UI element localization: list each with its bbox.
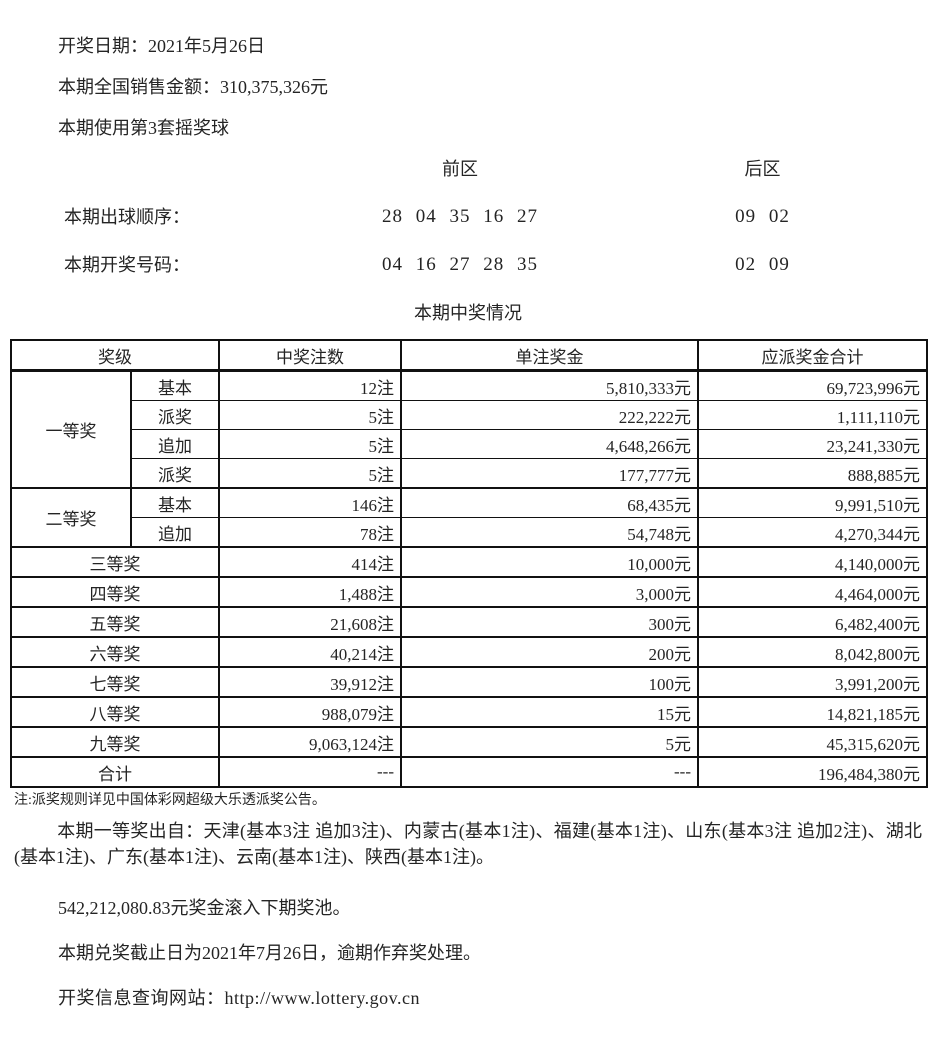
count-cell: --- xyxy=(218,756,401,787)
draw-order-front-numbers: 28 04 35 16 27 xyxy=(382,206,538,227)
prize-level-cell: 七等奖 xyxy=(10,666,219,697)
total-prize-cell: 23,241,330元 xyxy=(697,429,927,459)
prize-subtype-cell: 追加 xyxy=(130,517,219,547)
table-row: 六等奖 40,214注 200元 8,042,800元 xyxy=(10,636,927,667)
table-row: 九等奖 9,063,124注 5元 45,315,620元 xyxy=(10,726,927,757)
table-row: 四等奖 1,488注 3,000元 4,464,000元 xyxy=(10,576,927,607)
rollover-line: 542,212,080.83元奖金滚入下期奖池。 xyxy=(58,898,351,918)
single-prize-cell: 100元 xyxy=(400,666,698,697)
single-prize-cell: 200元 xyxy=(400,636,698,667)
winning-numbers-back: 02 09 xyxy=(735,254,790,275)
prize-level-cell: 二等奖 xyxy=(10,487,131,547)
prize-level-cell: 九等奖 xyxy=(10,726,219,757)
header-winning-count: 中奖注数 xyxy=(218,340,401,371)
header-single-prize: 单注奖金 xyxy=(400,340,698,371)
count-cell: 9,063,124注 xyxy=(218,726,401,757)
table-row: 三等奖 414注 10,000元 4,140,000元 xyxy=(10,546,927,577)
total-prize-cell: 69,723,996元 xyxy=(697,369,927,401)
total-prize-cell: 4,140,000元 xyxy=(697,546,927,577)
total-prize-cell: 8,042,800元 xyxy=(697,636,927,667)
single-prize-cell: 4,648,266元 xyxy=(400,429,698,459)
count-cell: 1,488注 xyxy=(218,576,401,607)
ball-set-line: 本期使用第3套摇奖球 xyxy=(58,118,229,138)
prize-table-title: 本期中奖情况 xyxy=(414,303,522,323)
prize-level-cell: 八等奖 xyxy=(10,696,219,727)
single-prize-cell: 5元 xyxy=(400,726,698,757)
prize-table: 奖级 中奖注数 单注奖金 应派奖金合计 一等奖 基本 12注 5,810,333… xyxy=(10,339,928,788)
draw-date-line: 开奖日期：2021年5月26日 xyxy=(58,36,265,56)
count-cell: 414注 xyxy=(218,546,401,577)
prize-subtype-cell: 派奖 xyxy=(130,400,219,430)
single-prize-cell: 3,000元 xyxy=(400,576,698,607)
prize-subtype-cell: 派奖 xyxy=(130,458,219,488)
prize-level-cell: 五等奖 xyxy=(10,606,219,637)
prize-subtype-cell: 基本 xyxy=(130,369,219,401)
count-cell: 39,912注 xyxy=(218,666,401,697)
count-cell: 146注 xyxy=(218,487,401,518)
first-prize-sources-paragraph: 本期一等奖出自：天津(基本3注 追加3注)、内蒙古(基本1注)、福建(基本1注)… xyxy=(14,821,922,867)
front-zone-label: 前区 xyxy=(442,159,478,179)
table-row: 追加 5注 4,648,266元 23,241,330元 xyxy=(11,429,927,459)
table-row: 派奖 5注 177,777元 888,885元 xyxy=(11,458,927,488)
total-prize-cell: 196,484,380元 xyxy=(697,756,927,787)
single-prize-cell: 5,810,333元 xyxy=(400,369,698,401)
table-row: 八等奖 988,079注 15元 14,821,185元 xyxy=(10,696,927,727)
prize-subtype-cell: 追加 xyxy=(130,429,219,459)
winning-numbers-label: 本期开奖号码： xyxy=(64,255,190,275)
prize-level-cell: 四等奖 xyxy=(10,576,219,607)
count-cell: 78注 xyxy=(218,517,401,547)
prize-level-cell: 六等奖 xyxy=(10,636,219,667)
total-prize-cell: 14,821,185元 xyxy=(697,696,927,727)
winning-numbers-row: 本期开奖号码： 04 16 27 28 35 02 09 xyxy=(0,253,936,277)
count-cell: 21,608注 xyxy=(218,606,401,637)
prize-level-cell: 一等奖 xyxy=(10,369,131,488)
table-header-row: 奖级 中奖注数 单注奖金 应派奖金合计 xyxy=(10,340,927,371)
back-zone-label: 后区 xyxy=(744,159,781,179)
single-prize-cell: 300元 xyxy=(400,606,698,637)
total-prize-cell: 6,482,400元 xyxy=(697,606,927,637)
count-cell: 5注 xyxy=(218,400,401,430)
total-prize-cell: 4,464,000元 xyxy=(697,576,927,607)
draw-order-label: 本期出球顺序： xyxy=(64,207,190,227)
draw-order-row: 本期出球顺序： 28 04 35 16 27 09 02 xyxy=(0,205,936,229)
table-row: 追加 78注 54,748元 4,270,344元 xyxy=(11,517,927,547)
single-prize-cell: 15元 xyxy=(400,696,698,727)
prize-subtype-cell: 基本 xyxy=(130,487,219,518)
total-prize-cell: 888,885元 xyxy=(697,458,927,488)
single-prize-cell: 68,435元 xyxy=(400,487,698,518)
total-prize-cell: 45,315,620元 xyxy=(697,726,927,757)
winning-numbers-front: 04 16 27 28 35 xyxy=(382,254,538,275)
total-prize-cell: 4,270,344元 xyxy=(697,517,927,547)
website-url: 开奖信息查询网站：http://www.lottery.gov.cn xyxy=(58,988,420,1008)
table-row: 五等奖 21,608注 300元 6,482,400元 xyxy=(10,606,927,637)
payout-rule-note: 注:派奖规则详见中国体彩网超级大乐透派奖公告。 xyxy=(14,793,326,808)
count-cell: 12注 xyxy=(218,369,401,401)
draw-order-back-numbers: 09 02 xyxy=(735,206,790,227)
zone-header-row: 前区 后区 xyxy=(0,157,936,181)
single-prize-cell: 54,748元 xyxy=(400,517,698,547)
single-prize-cell: --- xyxy=(400,756,698,787)
prize-level-cell: 三等奖 xyxy=(10,546,219,577)
header-prize-level: 奖级 xyxy=(10,340,219,371)
table-row: 七等奖 39,912注 100元 3,991,200元 xyxy=(10,666,927,697)
single-prize-cell: 177,777元 xyxy=(400,458,698,488)
total-prize-cell: 1,111,110元 xyxy=(697,400,927,430)
redeem-deadline-line: 本期兑奖截止日为2021年7月26日，逾期作弃奖处理。 xyxy=(58,943,481,963)
count-cell: 988,079注 xyxy=(218,696,401,727)
count-cell: 40,214注 xyxy=(218,636,401,667)
table-row: 二等奖 基本 146注 68,435元 9,991,510元 xyxy=(10,487,927,547)
count-cell: 5注 xyxy=(218,458,401,488)
total-prize-cell: 9,991,510元 xyxy=(697,487,927,518)
total-prize-cell: 3,991,200元 xyxy=(697,666,927,697)
count-cell: 5注 xyxy=(218,429,401,459)
single-prize-cell: 222,222元 xyxy=(400,400,698,430)
single-prize-cell: 10,000元 xyxy=(400,546,698,577)
prize-level-cell: 合计 xyxy=(10,756,219,787)
table-row: 一等奖 基本 12注 5,810,333元 69,723,996元 xyxy=(10,369,927,488)
table-row: 派奖 5注 222,222元 1,111,110元 xyxy=(11,400,927,430)
table-row-total: 合计 --- --- 196,484,380元 xyxy=(10,756,927,787)
header-total-prize: 应派奖金合计 xyxy=(697,340,927,371)
national-sales-line: 本期全国销售金额：310,375,326元 xyxy=(58,77,328,97)
